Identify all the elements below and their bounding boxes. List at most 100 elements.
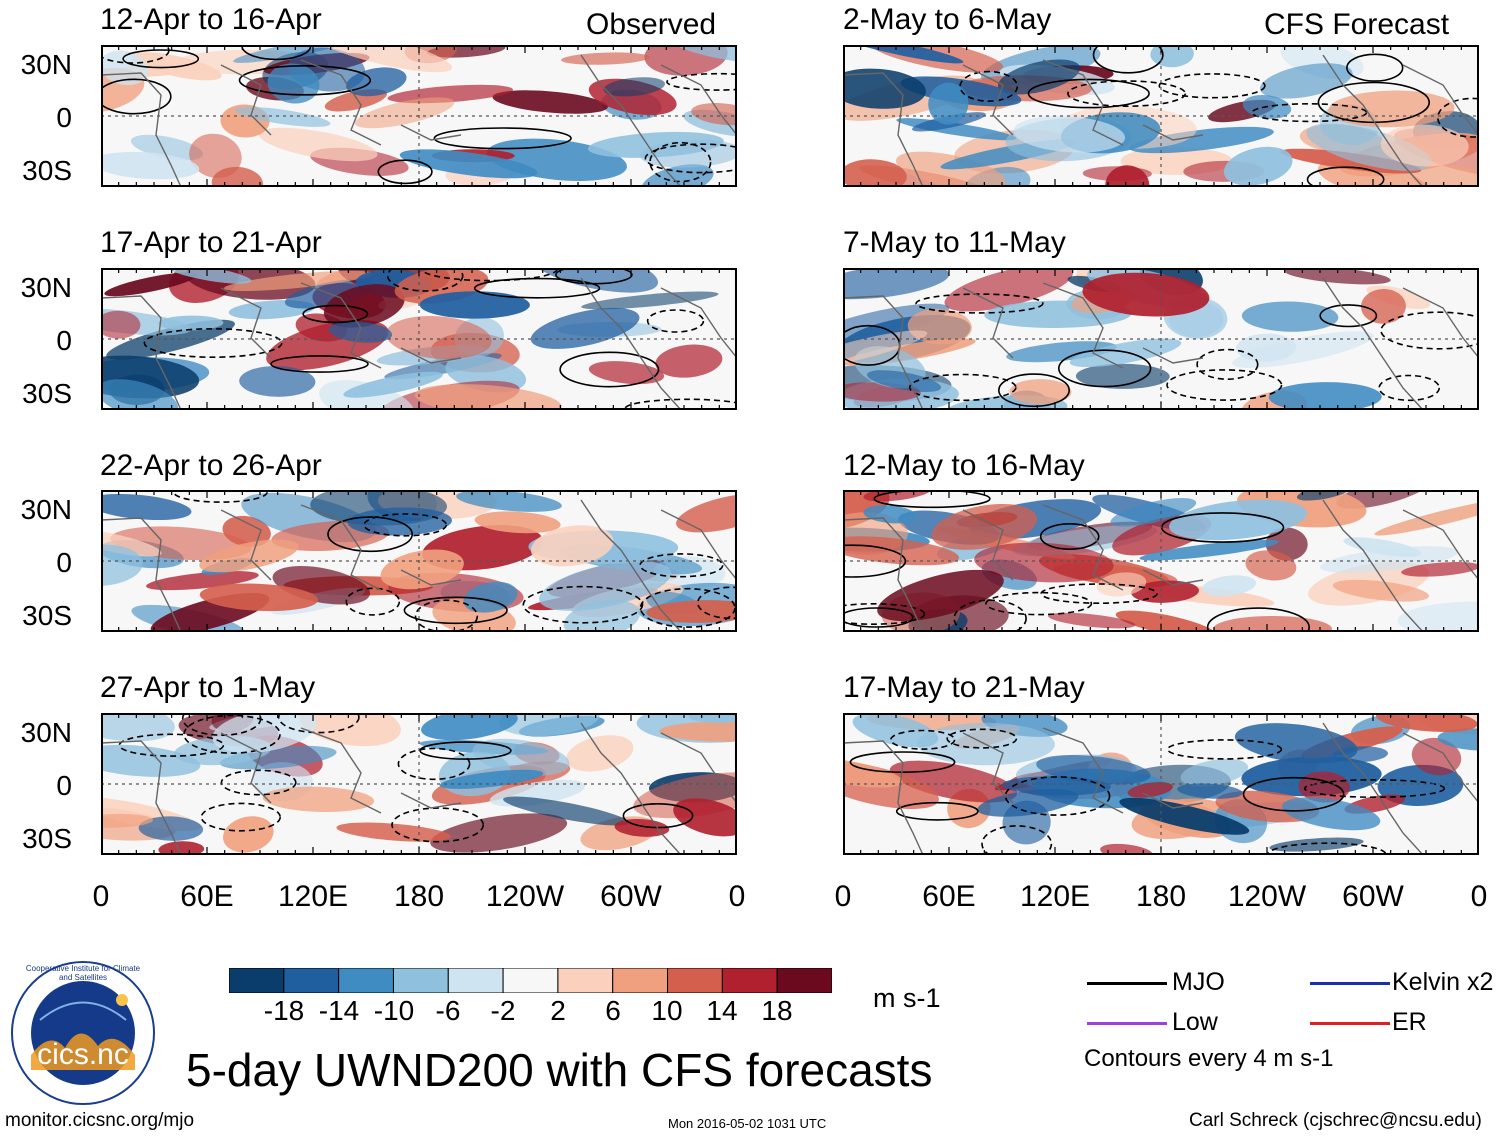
anomaly-blob [944, 268, 1073, 312]
ylabel-30s: 30S [22, 155, 72, 186]
mjo-contour [101, 78, 172, 115]
colorbar-swatch [776, 967, 833, 994]
ylabel-0: 0 [56, 547, 72, 578]
anomaly-blob [328, 321, 393, 343]
xlabel-180: 180 [393, 880, 445, 913]
anomaly-blob [101, 813, 154, 828]
map-canvas [843, 713, 1479, 855]
anomaly-blob [1411, 737, 1462, 776]
mjo-contour [1206, 607, 1310, 632]
anomaly-blob [896, 151, 1006, 187]
colorbar-swatch [557, 967, 614, 994]
mjo-contour [1166, 369, 1283, 401]
anomaly-blob [852, 713, 939, 748]
mjo-contour [843, 544, 907, 578]
mjo-contour [220, 769, 297, 796]
anomaly-blob [1320, 546, 1458, 573]
anomaly-blob [456, 490, 562, 512]
mjo-contour [1196, 348, 1259, 380]
map-canvas [101, 490, 737, 632]
anomaly-blob [223, 270, 373, 292]
anomaly-blob [1119, 797, 1250, 835]
anomaly-blob [233, 45, 363, 63]
anomaly-blob [101, 151, 200, 180]
mjo-contour [118, 733, 225, 757]
mjo-contour [270, 355, 369, 373]
anomaly-blob [336, 822, 451, 842]
anomaly-blob [104, 272, 198, 297]
colorbar-tick: 14 [706, 995, 738, 1026]
anomaly-blob [1009, 379, 1072, 405]
colorbar-tick: -2 [490, 995, 516, 1026]
colorbar-swatch [447, 967, 504, 994]
xlabel-0: 0 [728, 880, 746, 913]
anomaly-blob [346, 67, 407, 97]
ylabel-30n: 30N [20, 272, 72, 303]
mjo-contour [143, 327, 283, 358]
anomaly-blob [1013, 116, 1126, 153]
anomaly-blob [843, 45, 964, 64]
ylabel-30s: 30S [22, 378, 72, 409]
anomaly-blob [1380, 124, 1469, 167]
ylabel-30n: 30N [20, 717, 72, 748]
cics-logo-graphic [11, 961, 155, 1105]
legend-swatch-mjo [1087, 982, 1167, 985]
anomaly-blob [1332, 746, 1388, 763]
map-panel-forecast-1 [843, 45, 1479, 187]
anomaly-blob [1202, 575, 1257, 597]
panel-title-right-3: 12-May to 16-May [843, 449, 1085, 482]
anomaly-blob [866, 370, 942, 392]
map-panel-observed-3 [101, 490, 737, 632]
anomaly-blob [1110, 498, 1197, 527]
footer-url[interactable]: monitor.cicsnc.org/mjo [5, 1110, 195, 1131]
panel-title-right-4: 17-May to 21-May [843, 671, 1085, 704]
legend-label-low: Low [1172, 1008, 1218, 1036]
anomaly-blob [1282, 797, 1381, 831]
colorbar-swatch [228, 967, 285, 994]
mjo-contour [1039, 522, 1100, 550]
coastline [101, 277, 737, 410]
anomaly-blob [1082, 272, 1210, 317]
mjo-contour [403, 596, 508, 625]
coastline [101, 54, 737, 187]
anomaly-blob [1075, 363, 1170, 389]
map-panel-observed-1 [101, 45, 737, 187]
mjo-contour [1004, 776, 1111, 816]
anomaly-blob [931, 503, 1038, 550]
anomaly-blob [603, 77, 665, 97]
anomaly-blob [673, 798, 737, 837]
anomaly-blob [101, 310, 141, 339]
legend-swatch-kelvin [1310, 982, 1390, 985]
map-canvas [101, 713, 737, 855]
anomaly-blob [974, 542, 1114, 583]
anomaly-blob [561, 52, 650, 65]
ylabel-0: 0 [56, 770, 72, 801]
mjo-contour [639, 587, 736, 628]
anomaly-blob [1241, 301, 1339, 332]
xlabel-60w: 60W [1342, 880, 1404, 913]
anomaly-blob [189, 133, 242, 178]
coastline [843, 54, 1479, 187]
ylabel-30s: 30S [22, 823, 72, 854]
anomaly-blob [472, 738, 570, 776]
coastline [843, 499, 1479, 632]
xlabel-60e: 60E [922, 880, 976, 913]
mjo-contour [391, 807, 484, 843]
anomaly-blob [385, 316, 492, 360]
anomaly-blob [421, 713, 518, 741]
contour-note: Contours every 4 m s-1 [1084, 1045, 1334, 1072]
anomaly-blob [863, 490, 932, 502]
anomaly-blob [1129, 126, 1274, 154]
ylabel-0: 0 [56, 325, 72, 356]
anomaly-blob [1169, 499, 1308, 541]
mjo-contour [414, 599, 479, 632]
anomaly-blob [223, 816, 274, 853]
anomaly-blob [655, 344, 723, 378]
legend-swatch-low [1087, 1022, 1167, 1025]
ylabel-0: 0 [56, 102, 72, 133]
colorbar-tick: -6 [435, 995, 461, 1026]
legend-label-mjo: MJO [1172, 968, 1225, 996]
map-canvas [843, 45, 1479, 187]
mjo-contour [646, 309, 705, 333]
anomaly-blob [877, 569, 1004, 622]
